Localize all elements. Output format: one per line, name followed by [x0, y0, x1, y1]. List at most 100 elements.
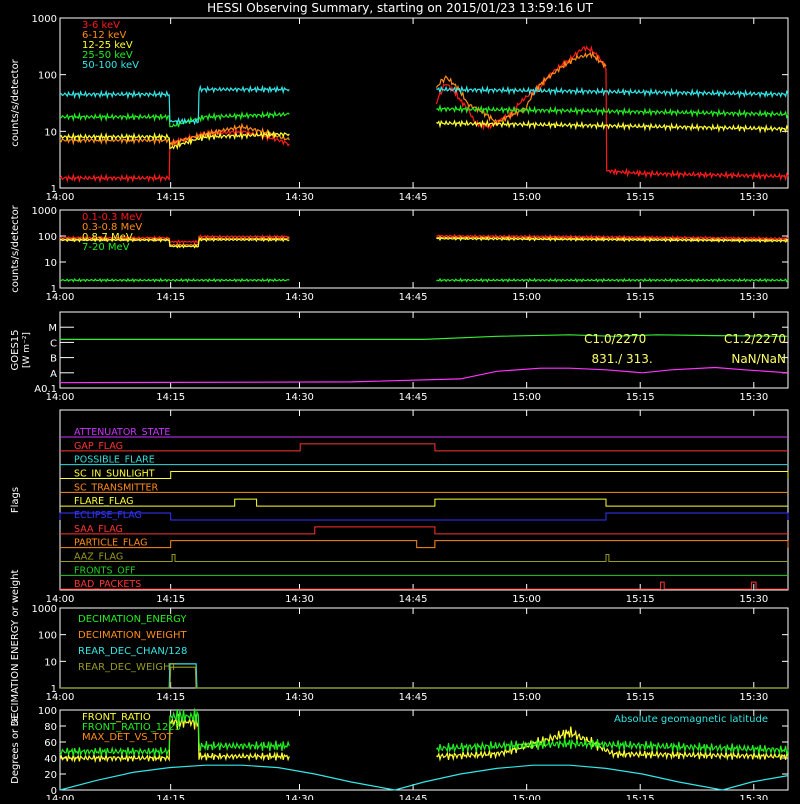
x-tick-label: 15:15 [626, 794, 655, 800]
y-tick-label: 100 [38, 232, 57, 243]
series-line-front-ratio [59, 714, 789, 764]
decimation-ylabel: DECIMATION ENERGY or weight [10, 569, 21, 726]
y-tick-label: 100 [38, 706, 57, 717]
flag-trace-sc-in-sunlight [60, 471, 789, 479]
y-tick-label: 1000 [32, 604, 57, 615]
y-tick-label: 1 [51, 184, 57, 195]
x-tick-label: 14:30 [285, 392, 314, 403]
series-line-absolute-geomagnetic-latitude [59, 764, 789, 791]
flag-label-flare-flag: FLARE_FLAG [74, 496, 134, 507]
x-tick-label: 15:15 [626, 192, 655, 203]
legend-entry: DECIMATION_ENERGY [78, 614, 187, 625]
plot-title: HESSI Observing Summary, starting on 201… [207, 1, 593, 15]
x-tick-label: 15:30 [739, 192, 768, 203]
flag-label-attenuator-state: ATTENUATOR_STATE [74, 427, 170, 438]
legend-entry: REAR_DEC_CHAN/128 [78, 646, 187, 657]
x-tick-label: 14:30 [285, 594, 314, 605]
legend-entry: FRONT_RATIO [82, 712, 151, 723]
lo_energy-panel: 14:00 14:15 14:30 14:45 15:00 15:15 15:30 count… [10, 14, 789, 203]
lo_energy-frame [59, 17, 789, 189]
legend-entry: 25-50 keV [82, 50, 133, 61]
x-tick-label: 14:15 [156, 192, 185, 203]
y-tick-label: 10 [44, 258, 57, 269]
x-tick-label: 14:30 [285, 292, 314, 303]
y-tick-label: B [50, 354, 57, 365]
y-tick-label: 1 [51, 684, 57, 695]
y-tick-label: 10 [44, 657, 57, 668]
y-tick-label: 80 [44, 722, 57, 733]
decimation-panel: 14:00 14:15 14:30 14:45 15:00 15:15 15:30 DECIM… [10, 569, 789, 726]
y-tick-label: 60 [44, 738, 57, 749]
flag-label-aaz-flag: AAZ_FLAG [74, 552, 123, 563]
y-tick-label: 100 [38, 71, 57, 82]
y-tick-label: A0.1 [34, 384, 57, 395]
flag-label-particle-flag: PARTICLE_FLAG [74, 538, 147, 549]
legend-entry: 0.8-7 MeV [82, 232, 133, 243]
legend-entry: 50-100 keV [82, 60, 139, 71]
series-line-rear-dec-weight [60, 666, 788, 689]
flag-trace-saa-flag [60, 526, 788, 535]
x-tick-label: 15:15 [626, 392, 655, 403]
x-tick-label: 15:00 [512, 692, 541, 703]
flag-trace-aaz-flag [60, 554, 788, 562]
x-tick-label: 14:00 [46, 392, 75, 403]
x-tick-label: 14:45 [399, 692, 428, 703]
x-tick-label: 14:00 [46, 594, 75, 605]
y-tick-label: M [48, 323, 57, 334]
x-tick-label: 15:30 [739, 594, 768, 605]
x-tick-label: 14:45 [399, 392, 428, 403]
goes-panel: 14:00 14:15 14:30 14:45 15:00 15:15 15:30 GOES1… [10, 311, 789, 403]
x-tick-label: 14:00 [46, 794, 75, 800]
x-tick-label: 14:15 [156, 594, 185, 605]
x-tick-label: 14:00 [46, 192, 75, 203]
y-tick-label: 20 [44, 770, 57, 781]
flag-trace-gap-flag [60, 443, 788, 452]
y-tick-label: 0 [51, 786, 57, 797]
x-tick-label: 15:00 [512, 292, 541, 303]
legend-entry: 3-6 keV [82, 20, 120, 31]
series-line-7-20-mev [60, 277, 789, 283]
x-tick-label: 14:15 [156, 692, 185, 703]
x-tick-label: 15:30 [739, 292, 768, 303]
y-tick-label: C [50, 338, 57, 349]
ratio-panel: 14:00 14:15 14:30 14:45 15:00 15:15 15:30 Degre… [10, 706, 789, 804]
flag-label-possible-flare: POSSIBLE_FLARE [74, 455, 155, 466]
ratio-ylabel: Degrees or % [10, 716, 21, 784]
flag-label-eclipse-flag: ECLIPSE_FLAG [74, 510, 142, 521]
flag-label-sc-in-sunlight: SC_IN_SUNLIGHT [74, 469, 155, 480]
legend-entry: 7-20 MeV [82, 242, 130, 253]
x-tick-label: 14:45 [399, 794, 428, 800]
x-tick-label: 14:30 [285, 692, 314, 703]
legend-entry: 0.3-0.8 MeV [82, 222, 142, 233]
flag-trace-particle-flag [60, 540, 789, 549]
x-tick-label: 15:30 [739, 692, 768, 703]
x-tick-label: 14:30 [285, 794, 314, 800]
x-tick-label: 14:45 [399, 292, 428, 303]
legend-entry: DECIMATION_WEIGHT [78, 630, 187, 641]
geomag-annotation: Absolute geomagnetic latitude [614, 714, 768, 725]
flag-trace-eclipse-flag [59, 512, 789, 521]
x-tick-label: 15:15 [626, 594, 655, 605]
x-tick-label: 15:00 [512, 192, 541, 203]
goes-frame [59, 311, 789, 389]
y-tick-label: 1 [51, 284, 57, 295]
x-tick-label: 15:00 [512, 794, 541, 800]
legend-entry: REAR_DEC_WEIGHT [78, 662, 177, 673]
legend-entry: FRONT_RATIO_1225 [82, 722, 181, 733]
goes-annotation: NaN/NaN [731, 352, 786, 366]
series-line-front-ratio-1225 [59, 708, 789, 758]
x-tick-label: 14:00 [46, 692, 75, 703]
series-line-0-5-4- [59, 366, 789, 384]
series-line-0-1-0-3-mev [59, 233, 789, 245]
lo_energy-ylabel: counts/s/detector [10, 58, 21, 146]
legend-entry: 12-25 keV [82, 40, 133, 51]
goes-ylabel2: [W m⁻²] [22, 332, 32, 368]
y-tick-label: 1000 [32, 206, 57, 217]
x-tick-label: 14:45 [399, 594, 428, 605]
legend-entry: 0.1-0.3 MeV [82, 212, 142, 223]
y-tick-label: 40 [44, 754, 57, 765]
y-tick-label: 1000 [32, 14, 57, 25]
x-tick-label: 14:15 [156, 794, 185, 800]
flags-ylabel: Flags [10, 487, 21, 513]
